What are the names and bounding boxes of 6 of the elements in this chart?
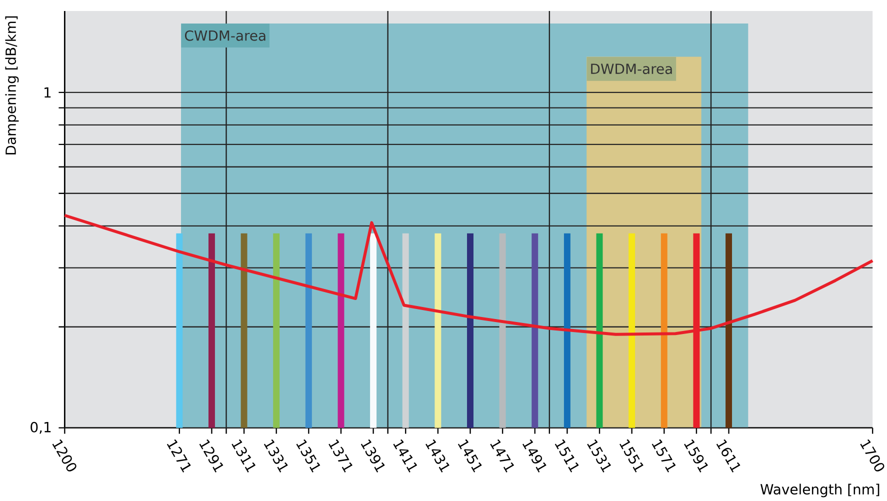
band-label: DWDM-area [591, 64, 672, 74]
band-label: CWDM-area [184, 30, 266, 41]
y-axis-title: Dampening [dB/km] [5, 16, 19, 154]
y-tick-label: 0,1 [30, 422, 51, 434]
x-axis-title: Wavelength [nm] [760, 484, 880, 498]
y-tick-label: 1 [44, 87, 51, 98]
